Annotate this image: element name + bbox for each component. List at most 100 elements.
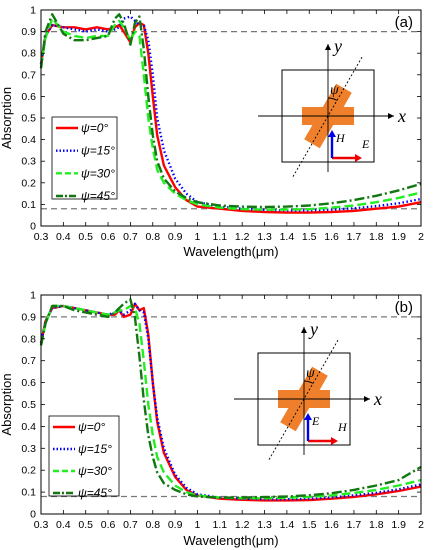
h-field-label: H⃗ (337, 420, 356, 434)
x-tick-label: 1.7 (347, 519, 362, 531)
y-tick-label: 0.2 (21, 177, 36, 189)
legend-label-1: ψ=15° (78, 442, 112, 456)
e-field-label: E⃗ (311, 414, 329, 428)
panel-label: (b) (395, 299, 413, 316)
x-tick-label: 1 (195, 519, 201, 531)
x-tick-label: 2 (418, 231, 424, 243)
y-axis-arrowhead (325, 44, 331, 50)
y-tick-label: 0.8 (21, 333, 36, 345)
x-tick-label: 0.9 (168, 519, 183, 531)
x-tick-label: 0.4 (56, 231, 71, 243)
h-field-label: H⃗ (335, 131, 354, 145)
inset-y-label: y (332, 36, 342, 56)
series-line-1 (39, 15, 422, 212)
x-tick-label: 0.6 (101, 519, 116, 531)
inset-x-label: x (397, 106, 406, 126)
x-tick-label: 0.3 (34, 231, 49, 243)
y-axis-label: Absorption (0, 373, 14, 435)
y-tick-label: 0.9 (21, 311, 36, 323)
rotated-axis-line (292, 55, 364, 177)
x-tick-label: 0.5 (78, 519, 93, 531)
inset-angle-label: ψ (330, 83, 339, 98)
x-tick-label: 0.5 (78, 231, 93, 243)
series-line-1 (39, 302, 422, 501)
chart-panel-b: 0.3 0.4 0.5 0.6 0.7 0.8 0.9 1 1.1 1.2 1.3 1.4 1.5 1.6… (0, 290, 424, 549)
y-tick-label: 0.6 (21, 377, 36, 389)
x-tick-label: 0.3 (34, 519, 49, 531)
y-tick-label: 0.1 (21, 199, 36, 211)
y-tick-label: 0.3 (21, 443, 36, 455)
x-tick-label: 2 (418, 519, 424, 531)
x-tick-label: 1.6 (324, 231, 339, 243)
panel-label: (a) (395, 14, 413, 31)
x-axis-arrowhead (388, 113, 394, 119)
legend-box (51, 116, 118, 200)
field-arrows: E⃗ H⃗ (304, 413, 356, 445)
x-tick-label: 1.4 (280, 519, 295, 531)
x-tick-label: 1.9 (391, 519, 406, 531)
legend-label-1: ψ=15° (81, 144, 115, 158)
series-line-2 (39, 17, 422, 211)
series-line-3 (39, 13, 422, 209)
x-axis-label: Wavelength(μm) (183, 244, 278, 259)
x-tick-label: 0.8 (145, 231, 160, 243)
y-tick-label: 0.7 (21, 69, 36, 81)
y-tick-label: 0.1 (21, 487, 36, 499)
x-tick-label: 1.2 (235, 231, 250, 243)
x-tick-label: 1 (195, 231, 201, 243)
y-axis-label: Absorption (0, 87, 14, 149)
legend-label-3: ψ=45° (78, 486, 112, 500)
x-tick-label: 0.4 (56, 519, 71, 531)
series-line-0 (39, 21, 422, 214)
legend-label-0: ψ=0° (78, 420, 105, 434)
y-tick-label: 0 (30, 509, 36, 521)
legend-label-0: ψ=0° (81, 121, 108, 135)
inset-x-label: x (373, 389, 382, 409)
field-arrows: H⃗ E⃗ (328, 130, 379, 162)
x-tick-label: 0.7 (123, 231, 138, 243)
x-tick-label: 1.6 (324, 519, 339, 531)
x-tick-label: 1.2 (235, 519, 250, 531)
x-tick-label: 1.5 (302, 519, 317, 531)
x-tick-label: 0.6 (101, 231, 116, 243)
rotated-axis-line (268, 338, 340, 460)
inset-angle-label: ψ (306, 366, 315, 381)
inset-diagram: x y ψ E⃗ H⃗ (234, 319, 382, 460)
y-tick-label: 0.3 (21, 156, 36, 168)
x-axis-label: Wavelength(μm) (183, 533, 278, 548)
y-tick-label: 1 (30, 5, 36, 17)
y-tick-label: 1 (30, 290, 36, 302)
chart-panel-a: 0.3 0.4 0.5 0.6 0.7 0.8 0.9 1 1.1 1.2 1.3 1.4 1.5 1.6… (0, 5, 424, 260)
y-tick-label: 0.4 (21, 134, 36, 146)
legend-box (48, 415, 120, 497)
x-tick-label: 1.3 (257, 519, 272, 531)
x-tick-label: 1.8 (369, 519, 384, 531)
y-tick-label: 0.5 (21, 113, 36, 125)
y-tick-label: 0 (30, 221, 36, 233)
legend-label-3: ψ=45° (81, 189, 115, 203)
x-tick-label: 1.8 (369, 231, 384, 243)
angle-arc (327, 97, 338, 101)
inset-y-label: y (308, 319, 318, 339)
x-tick-label: 1.3 (257, 231, 272, 243)
legend: ψ=0° ψ=15° ψ=30° ψ=45° (48, 415, 120, 500)
x-tick-label: 0.7 (123, 519, 138, 531)
y-tick-label: 0.9 (21, 26, 36, 38)
e-field-label: E⃗ (361, 137, 379, 151)
y-tick-label: 0.4 (21, 421, 36, 433)
x-tick-label: 1.9 (391, 231, 406, 243)
x-tick-label: 1.1 (213, 231, 228, 243)
legend-label-2: ψ=30° (81, 166, 115, 180)
x-tick-label: 1.1 (213, 519, 228, 531)
legend-label-2: ψ=30° (78, 464, 112, 478)
x-tick-label: 0.8 (145, 519, 160, 531)
series-line-3 (39, 298, 422, 499)
legend: ψ=0° ψ=15° ψ=30° ψ=45° (51, 116, 118, 203)
y-tick-label: 0.6 (21, 91, 36, 103)
e-field-arrowhead (355, 154, 362, 162)
inset-diagram: x y ψ H⃗ E⃗ (258, 36, 406, 177)
x-tick-label: 0.9 (168, 231, 183, 243)
h-field-arrowhead (328, 130, 336, 137)
x-axis-arrowhead (364, 396, 370, 402)
